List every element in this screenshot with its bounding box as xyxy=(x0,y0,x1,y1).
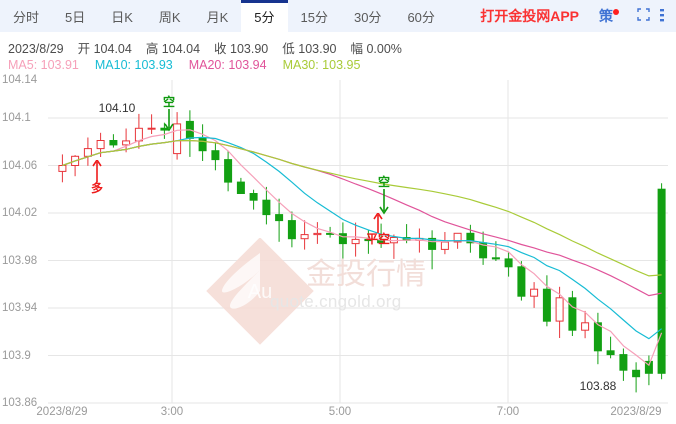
svg-text:金投行情: 金投行情 xyxy=(306,258,426,291)
svg-text:Au: Au xyxy=(248,281,272,303)
